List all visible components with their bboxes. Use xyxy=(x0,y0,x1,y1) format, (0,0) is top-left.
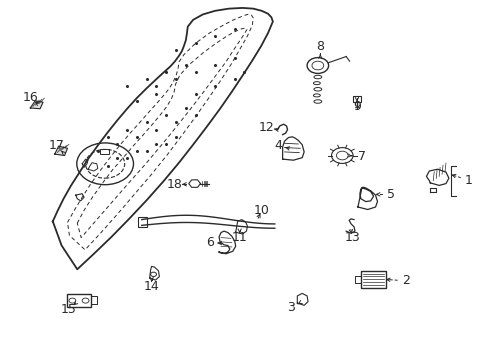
Bar xyxy=(138,217,146,227)
Text: 6: 6 xyxy=(206,237,214,249)
Text: 18: 18 xyxy=(167,178,183,191)
Text: 9: 9 xyxy=(352,100,360,113)
Text: 7: 7 xyxy=(357,150,365,163)
Text: 11: 11 xyxy=(231,231,247,244)
Bar xyxy=(360,271,386,288)
Bar xyxy=(100,149,109,154)
Text: 12: 12 xyxy=(258,121,274,134)
Text: 1: 1 xyxy=(464,174,471,186)
Text: 3: 3 xyxy=(286,301,294,314)
Text: 10: 10 xyxy=(253,204,269,217)
Polygon shape xyxy=(30,101,43,109)
Text: 15: 15 xyxy=(61,303,76,316)
Text: 2: 2 xyxy=(401,274,409,287)
Text: 17: 17 xyxy=(48,139,64,152)
Bar xyxy=(67,294,91,307)
Text: 16: 16 xyxy=(22,91,38,104)
Text: 13: 13 xyxy=(344,231,359,244)
Text: 4: 4 xyxy=(274,139,282,152)
Text: 5: 5 xyxy=(386,188,394,201)
Polygon shape xyxy=(55,146,67,156)
Text: 14: 14 xyxy=(143,280,159,293)
Text: 8: 8 xyxy=(316,40,324,53)
Bar xyxy=(352,96,360,102)
